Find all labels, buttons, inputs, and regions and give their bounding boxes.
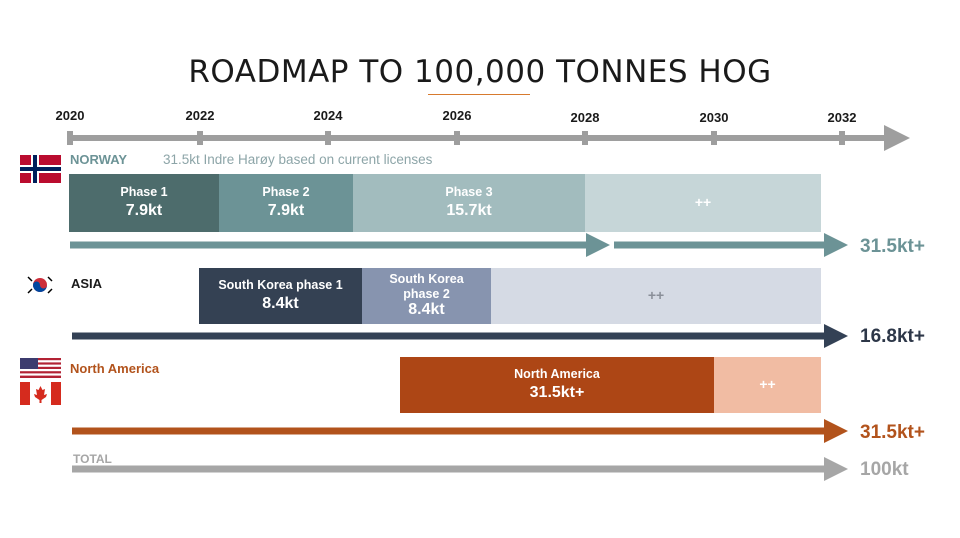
year-label: 2026 <box>442 108 472 123</box>
tick-2024 <box>325 131 331 145</box>
asia-phase2-label-line2: phase 2 <box>403 286 450 301</box>
asia-future-label: ++ <box>647 287 665 304</box>
asia-phase1-bar: South Korea phase 1 8.4kt <box>199 268 362 324</box>
title-underline <box>428 94 530 95</box>
norway-phase3-bar: Phase 3 15.7kt <box>353 174 585 232</box>
north-america-total: 31.5kt+ <box>860 422 925 443</box>
norway-future-label: ++ <box>694 194 712 211</box>
canada-flag-icon <box>20 382 61 405</box>
north-america-label: North America <box>70 361 160 376</box>
tick-2030 <box>711 131 717 145</box>
norway-future-bar: ++ <box>585 174 821 232</box>
tick-2028 <box>582 131 588 145</box>
north-america-future-label: ++ <box>759 376 776 393</box>
norway-phase3-label: Phase 3 <box>445 185 493 200</box>
page-title: ROADMAP TO 100,000 TONNES HOG <box>188 54 772 90</box>
timeline-axis <box>67 125 910 151</box>
asia-phase2-value: 8.4kt <box>408 301 445 319</box>
asia-label: ASIA <box>71 276 103 291</box>
asia-future-bar: ++ <box>491 268 821 324</box>
asia-phase1-label: South Korea phase 1 <box>218 278 343 293</box>
norway-phase2-label: Phase 2 <box>262 185 310 200</box>
north-america-bar: North America 31.5kt+ <box>400 357 714 413</box>
asia-phase2-bar: South Korea phase 2 8.4kt <box>362 268 491 324</box>
norway-flag-icon <box>20 155 61 183</box>
tick-2026 <box>454 131 460 145</box>
year-label: 2020 <box>55 108 85 123</box>
tick-2020 <box>67 131 73 145</box>
year-label: 2032 <box>827 110 857 125</box>
asia-total: 16.8kt+ <box>860 326 925 347</box>
asia-arrow <box>72 324 848 348</box>
total-arrow <box>72 457 848 481</box>
year-label: 2024 <box>313 108 343 123</box>
south-korea-flag-icon <box>26 273 54 297</box>
norway-phase3-value: 15.7kt <box>446 201 492 219</box>
norway-phase2-bar: Phase 2 7.9kt <box>219 174 353 232</box>
year-label: 2030 <box>699 110 729 125</box>
north-america-bar-value: 31.5kt+ <box>529 383 585 401</box>
north-america-bar-label: North America <box>514 367 600 382</box>
norway-phase1-label: Phase 1 <box>120 185 168 200</box>
year-label: 2028 <box>570 110 600 125</box>
total-label: TOTAL <box>73 452 112 466</box>
year-label: 2022 <box>185 108 215 123</box>
norway-phase1-bar: Phase 1 7.9kt <box>69 174 219 232</box>
usa-flag-icon <box>20 358 61 378</box>
asia-phase2-label-line1: South Korea <box>389 272 464 287</box>
norway-note: 31.5kt Indre Harøy based on current lice… <box>163 152 433 167</box>
north-america-arrow <box>72 419 848 443</box>
norway-arrow-right <box>614 233 848 257</box>
norway-phase2-value: 7.9kt <box>267 201 305 219</box>
tick-2022 <box>197 131 203 145</box>
north-america-future-bar: ++ <box>714 357 821 413</box>
asia-phase1-value: 8.4kt <box>262 294 299 312</box>
norway-phase1-value: 7.9kt <box>125 201 163 219</box>
norway-label: NORWAY <box>70 152 128 167</box>
tick-2032 <box>839 131 845 145</box>
norway-total: 31.5kt+ <box>860 236 925 257</box>
total-value: 100kt <box>860 459 909 480</box>
norway-arrow-left <box>70 233 610 257</box>
